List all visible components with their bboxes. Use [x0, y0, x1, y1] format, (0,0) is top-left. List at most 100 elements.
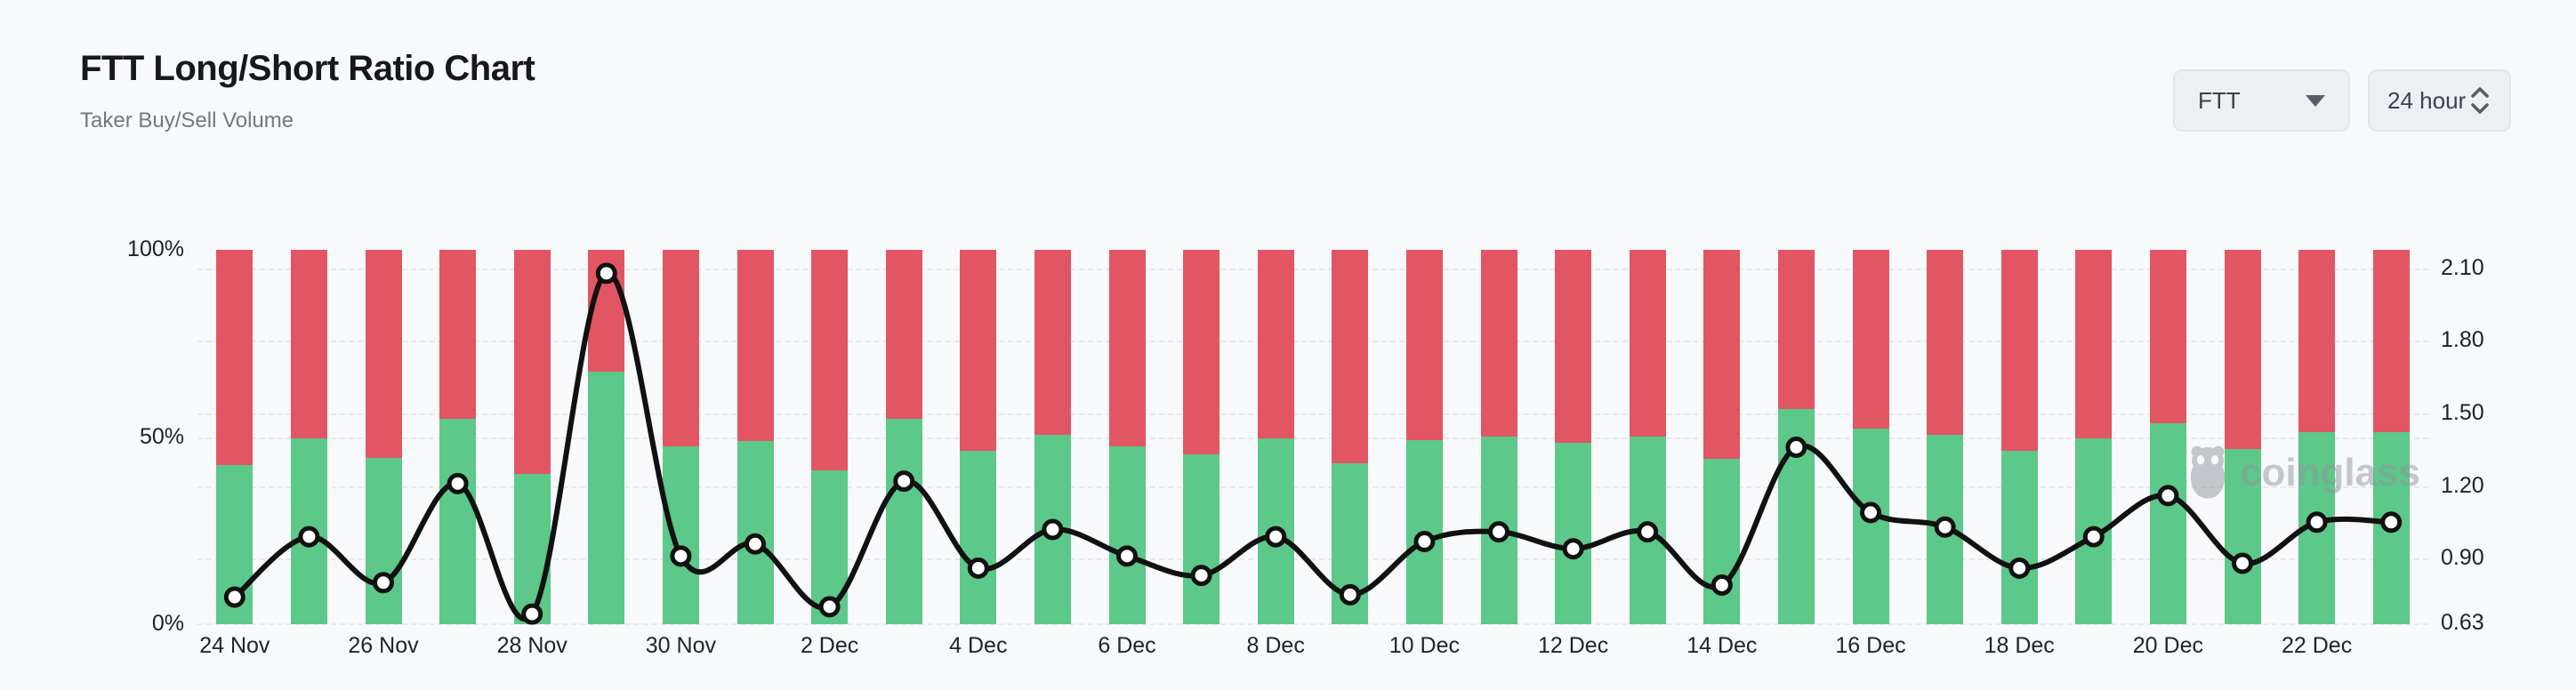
- symbol-select[interactable]: FTT: [2173, 69, 2350, 132]
- short-bar-segment[interactable]: [1927, 250, 1964, 435]
- ratio-point[interactable]: [2232, 552, 2253, 574]
- ratio-point[interactable]: [2008, 557, 2031, 579]
- long-bar-segment[interactable]: [513, 474, 551, 624]
- panda-logo-icon: [2190, 445, 2226, 499]
- ratio-point[interactable]: [967, 557, 989, 579]
- long-bar-segment[interactable]: [1183, 453, 1220, 624]
- x-axis-tick-label: 30 Nov: [645, 633, 716, 658]
- short-bar-segment[interactable]: [2224, 250, 2261, 449]
- short-bar-segment[interactable]: [2372, 250, 2410, 433]
- short-bar-segment[interactable]: [1480, 250, 1517, 437]
- ratio-point[interactable]: [1562, 538, 1584, 560]
- watermark: coinglass: [2186, 445, 2420, 501]
- long-bar-segment[interactable]: [365, 458, 402, 624]
- ratio-point[interactable]: [1413, 531, 1436, 553]
- right-axis-tick-label: 1.80: [2441, 327, 2484, 353]
- long-bar-segment[interactable]: [1852, 429, 1889, 624]
- long-bar-segment[interactable]: [737, 440, 774, 624]
- short-bar-segment[interactable]: [737, 250, 774, 441]
- ratio-point[interactable]: [447, 472, 469, 494]
- long-bar-segment[interactable]: [662, 445, 699, 624]
- ratio-point[interactable]: [1339, 583, 1361, 606]
- ratio-point[interactable]: [1785, 437, 1807, 459]
- long-bar-segment[interactable]: [439, 419, 477, 624]
- x-axis-tick-label: 6 Dec: [1098, 633, 1156, 658]
- right-axis-tick-label: 1.20: [2441, 472, 2484, 498]
- ratio-point[interactable]: [2082, 526, 2105, 548]
- x-axis-tick-label: 26 Nov: [348, 633, 419, 658]
- long-bar-segment[interactable]: [960, 451, 997, 624]
- short-bar-segment[interactable]: [513, 250, 551, 475]
- ratio-point[interactable]: [1042, 518, 1064, 541]
- ratio-point[interactable]: [1637, 521, 1659, 543]
- short-bar-segment[interactable]: [811, 250, 849, 470]
- watermark-label: coinglass: [2240, 451, 2420, 494]
- long-bar-segment[interactable]: [1703, 459, 1741, 624]
- ratio-point[interactable]: [745, 533, 766, 555]
- x-axis-tick-label: 10 Dec: [1389, 633, 1460, 658]
- short-bar-segment[interactable]: [1183, 250, 1220, 454]
- short-bar-segment[interactable]: [1703, 250, 1741, 460]
- short-bar-segment[interactable]: [439, 250, 477, 420]
- long-bar-segment[interactable]: [1555, 442, 1592, 624]
- short-bar-segment[interactable]: [1034, 250, 1071, 436]
- page-subtitle: Taker Buy/Sell Volume: [80, 108, 294, 132]
- left-axis-tick-label: 100%: [127, 237, 184, 261]
- grid-line: [197, 558, 2428, 561]
- grid-line: [197, 623, 2428, 625]
- long-bar-segment[interactable]: [2149, 422, 2186, 624]
- short-bar-segment[interactable]: [885, 250, 922, 419]
- short-bar-segment[interactable]: [1332, 250, 1369, 464]
- ratio-point[interactable]: [1488, 521, 1509, 543]
- interval-select-value: 24 hour: [2387, 86, 2467, 114]
- ratio-point[interactable]: [595, 262, 617, 285]
- short-bar-segment[interactable]: [2298, 250, 2336, 433]
- page-title: FTT Long/Short Ratio Chart: [80, 49, 535, 88]
- short-bar-segment[interactable]: [662, 250, 699, 446]
- short-bar-segment[interactable]: [290, 250, 327, 438]
- ratio-point[interactable]: [1934, 516, 1956, 538]
- up-down-chevrons-icon: [2471, 87, 2489, 114]
- ratio-point[interactable]: [1265, 526, 1287, 548]
- ratio-point[interactable]: [2157, 485, 2179, 507]
- short-bar-segment[interactable]: [1852, 250, 1889, 429]
- short-bar-segment[interactable]: [216, 250, 254, 466]
- short-bar-segment[interactable]: [960, 250, 997, 452]
- short-bar-segment[interactable]: [2000, 250, 2038, 452]
- ratio-point[interactable]: [1711, 574, 1733, 596]
- ratio-point[interactable]: [2306, 511, 2328, 534]
- short-bar-segment[interactable]: [2149, 250, 2186, 423]
- short-bar-segment[interactable]: [2075, 250, 2113, 438]
- ratio-point[interactable]: [298, 526, 320, 548]
- ratio-point[interactable]: [521, 603, 543, 625]
- ratio-point[interactable]: [1860, 501, 1881, 524]
- x-axis-tick-label: 24 Nov: [199, 633, 270, 658]
- x-axis-tick-label: 4 Dec: [949, 633, 1008, 658]
- ratio-point[interactable]: [670, 545, 692, 567]
- x-axis-tick-label: 18 Dec: [1984, 633, 2055, 658]
- ratio-point[interactable]: [223, 586, 246, 608]
- long-bar-segment[interactable]: [2000, 451, 2038, 624]
- ratio-point[interactable]: [1116, 545, 1138, 567]
- short-bar-segment[interactable]: [1405, 250, 1443, 440]
- long-bar-segment[interactable]: [2224, 448, 2261, 624]
- ratio-point[interactable]: [893, 470, 915, 493]
- plot-area[interactable]: [197, 250, 2428, 625]
- x-axis-tick-label: 12 Dec: [1537, 633, 1609, 658]
- short-bar-segment[interactable]: [1257, 250, 1294, 438]
- short-bar-segment[interactable]: [1629, 250, 1666, 437]
- grid-line: [197, 413, 2428, 415]
- ratio-point[interactable]: [373, 572, 394, 594]
- short-bar-segment[interactable]: [1777, 250, 1815, 409]
- short-bar-segment[interactable]: [1555, 250, 1592, 443]
- ratio-point[interactable]: [2380, 511, 2403, 534]
- long-bar-segment[interactable]: [1108, 445, 1146, 624]
- interval-select[interactable]: 24 hour: [2368, 69, 2511, 132]
- right-axis-tick-label: 2.10: [2441, 254, 2484, 280]
- short-bar-segment[interactable]: [365, 250, 402, 459]
- ratio-point[interactable]: [1190, 565, 1212, 587]
- long-bar-segment[interactable]: [588, 371, 625, 624]
- ratio-point[interactable]: [818, 596, 841, 618]
- short-bar-segment[interactable]: [1108, 250, 1146, 446]
- long-bar-segment[interactable]: [885, 418, 922, 624]
